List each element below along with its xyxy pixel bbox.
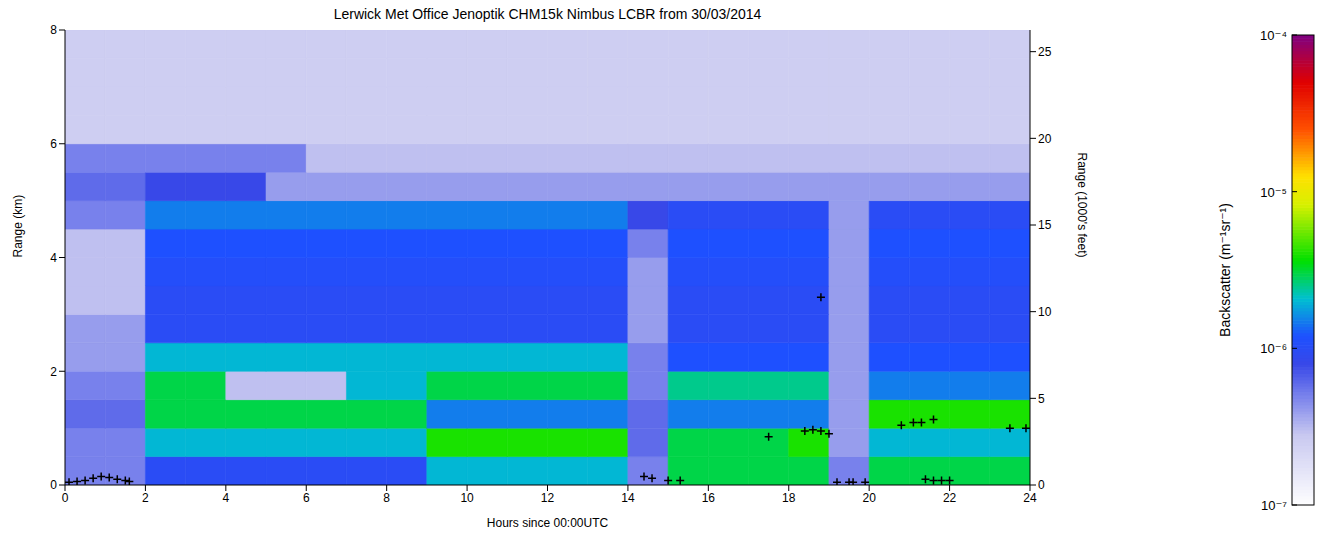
svg-text:16: 16 (702, 491, 716, 505)
svg-text:20: 20 (862, 491, 876, 505)
svg-text:5: 5 (1038, 392, 1045, 406)
svg-text:0: 0 (50, 478, 57, 492)
svg-text:22: 22 (943, 491, 957, 505)
html-text:Lerwick Met Office Jenoptik CH: Lerwick Met Office Jenoptik CHM15k Nimbu… (333, 6, 762, 22)
svg-text:Range (1000's feet): Range (1000's feet) (1075, 152, 1089, 257)
svg-text:0: 0 (62, 491, 69, 505)
svg-text:12: 12 (541, 491, 555, 505)
svg-text:25: 25 (1038, 45, 1052, 59)
svg-text:6: 6 (303, 491, 310, 505)
svg-text:10⁻⁶: 10⁻⁶ (1260, 341, 1287, 356)
svg-text:4: 4 (222, 491, 229, 505)
svg-text:Range (km): Range (km) (11, 195, 25, 258)
svg-text:10: 10 (1038, 305, 1052, 319)
svg-text:6: 6 (50, 137, 57, 151)
svg-text:4: 4 (50, 251, 57, 265)
svg-text:2: 2 (50, 365, 57, 379)
svg-text:10: 10 (460, 491, 474, 505)
svg-text:Hours since 00:00UTC: Hours since 00:00UTC (487, 516, 609, 530)
svg-text:10⁻⁵: 10⁻⁵ (1260, 185, 1287, 200)
svg-text:0: 0 (1038, 478, 1045, 492)
svg-text:10⁻⁴: 10⁻⁴ (1260, 28, 1287, 43)
svg-text:15: 15 (1038, 218, 1052, 232)
svg-text:20: 20 (1038, 132, 1052, 146)
svg-text:18: 18 (782, 491, 796, 505)
svg-text:10⁻⁷: 10⁻⁷ (1261, 498, 1287, 513)
svg-text:2: 2 (142, 491, 149, 505)
svg-text:14: 14 (621, 491, 635, 505)
svg-text:24: 24 (1023, 491, 1037, 505)
svg-text:Backscatter (m⁻¹sr⁻¹): Backscatter (m⁻¹sr⁻¹) (1217, 203, 1233, 337)
svg-text:8: 8 (50, 23, 57, 37)
svg-text:8: 8 (383, 491, 390, 505)
